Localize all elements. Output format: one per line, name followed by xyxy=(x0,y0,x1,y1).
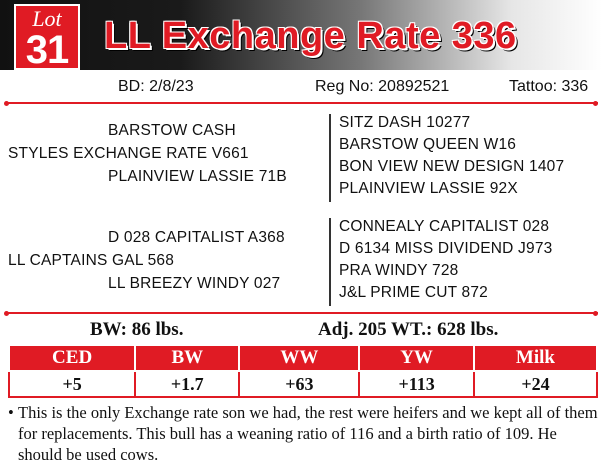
header-banner xyxy=(0,0,602,70)
divider-dot-right-2 xyxy=(593,310,598,316)
dam: LL CAPTAINS GAL 568 xyxy=(8,252,175,269)
tattoo: Tattoo: 336 xyxy=(509,78,589,95)
sire-bracket-line xyxy=(329,114,331,202)
epd-value-ced: +5 xyxy=(7,370,137,398)
epd-header-yw: YW xyxy=(358,344,475,372)
dam-bracket-line xyxy=(329,218,331,306)
adjusted-205-weight: Adj. 205 WT.: 628 lbs. xyxy=(318,319,499,340)
registration-number: Reg No: 20892521 xyxy=(315,78,450,95)
epd-header-row: CED BW WW YW Milk xyxy=(7,344,599,372)
divider-dot-left xyxy=(4,100,9,106)
sire-sire: BARSTOW CASH xyxy=(108,122,236,139)
dam-ancestor-3: PRA WINDY 728 xyxy=(339,262,459,279)
divider-dot-right xyxy=(593,100,598,106)
epd-header-milk: Milk xyxy=(472,344,599,372)
lot-number: 31 xyxy=(25,28,70,72)
dam-sire: D 028 CAPITALIST A368 xyxy=(108,229,285,246)
sire: STYLES EXCHANGE RATE V661 xyxy=(8,145,249,162)
epd-header-ced: CED xyxy=(7,344,137,372)
dam-dam: LL BREEZY WINDY 027 xyxy=(108,275,281,292)
dam-ancestor-1: CONNEALY CAPITALIST 028 xyxy=(339,218,550,235)
sire-ancestor-3: BON VIEW NEW DESIGN 1407 xyxy=(339,158,565,175)
lot-label: Lot xyxy=(32,6,62,31)
lot-badge: Lot 31 xyxy=(14,4,80,70)
note-bullet: • xyxy=(8,403,14,422)
dam-ancestor-4: J&L PRIME CUT 872 xyxy=(339,284,488,301)
dam-ancestor-2: D 6134 MISS DIVIDEND J973 xyxy=(339,240,553,257)
epd-header-bw: BW xyxy=(134,344,241,372)
birth-date: BD: 2/8/23 xyxy=(118,78,194,95)
info-row: BD: 2/8/23 Reg No: 20892521 Tattoo: 336 xyxy=(0,78,602,100)
epd-value-row: +5 +1.7 +63 +113 +24 xyxy=(7,370,599,398)
divider-bottom xyxy=(8,312,598,314)
epd-table: CED BW WW YW Milk +5 +1.7 +63 +113 +24 xyxy=(7,344,599,398)
divider-dot-left-2 xyxy=(4,310,9,316)
note-text: This is the only Exchange rate son we ha… xyxy=(18,403,598,464)
epd-header-ww: WW xyxy=(238,344,361,372)
epd-value-yw: +113 xyxy=(358,370,475,398)
epd-value-ww: +63 xyxy=(238,370,361,398)
bull-name: LL Exchange Rate 336 xyxy=(104,15,517,57)
epd-value-milk: +24 xyxy=(472,370,599,398)
sire-ancestor-1: SITZ DASH 10277 xyxy=(339,114,471,131)
sire-dam: PLAINVIEW LASSIE 71B xyxy=(108,168,287,185)
epd-value-bw: +1.7 xyxy=(134,370,241,398)
sire-ancestor-2: BARSTOW QUEEN W16 xyxy=(339,136,517,153)
divider-top xyxy=(8,102,598,104)
sire-ancestor-4: PLAINVIEW LASSIE 92X xyxy=(339,180,518,197)
birth-weight: BW: 86 lbs. xyxy=(90,319,184,340)
bull-note: • This is the only Exchange rate son we … xyxy=(8,402,598,465)
